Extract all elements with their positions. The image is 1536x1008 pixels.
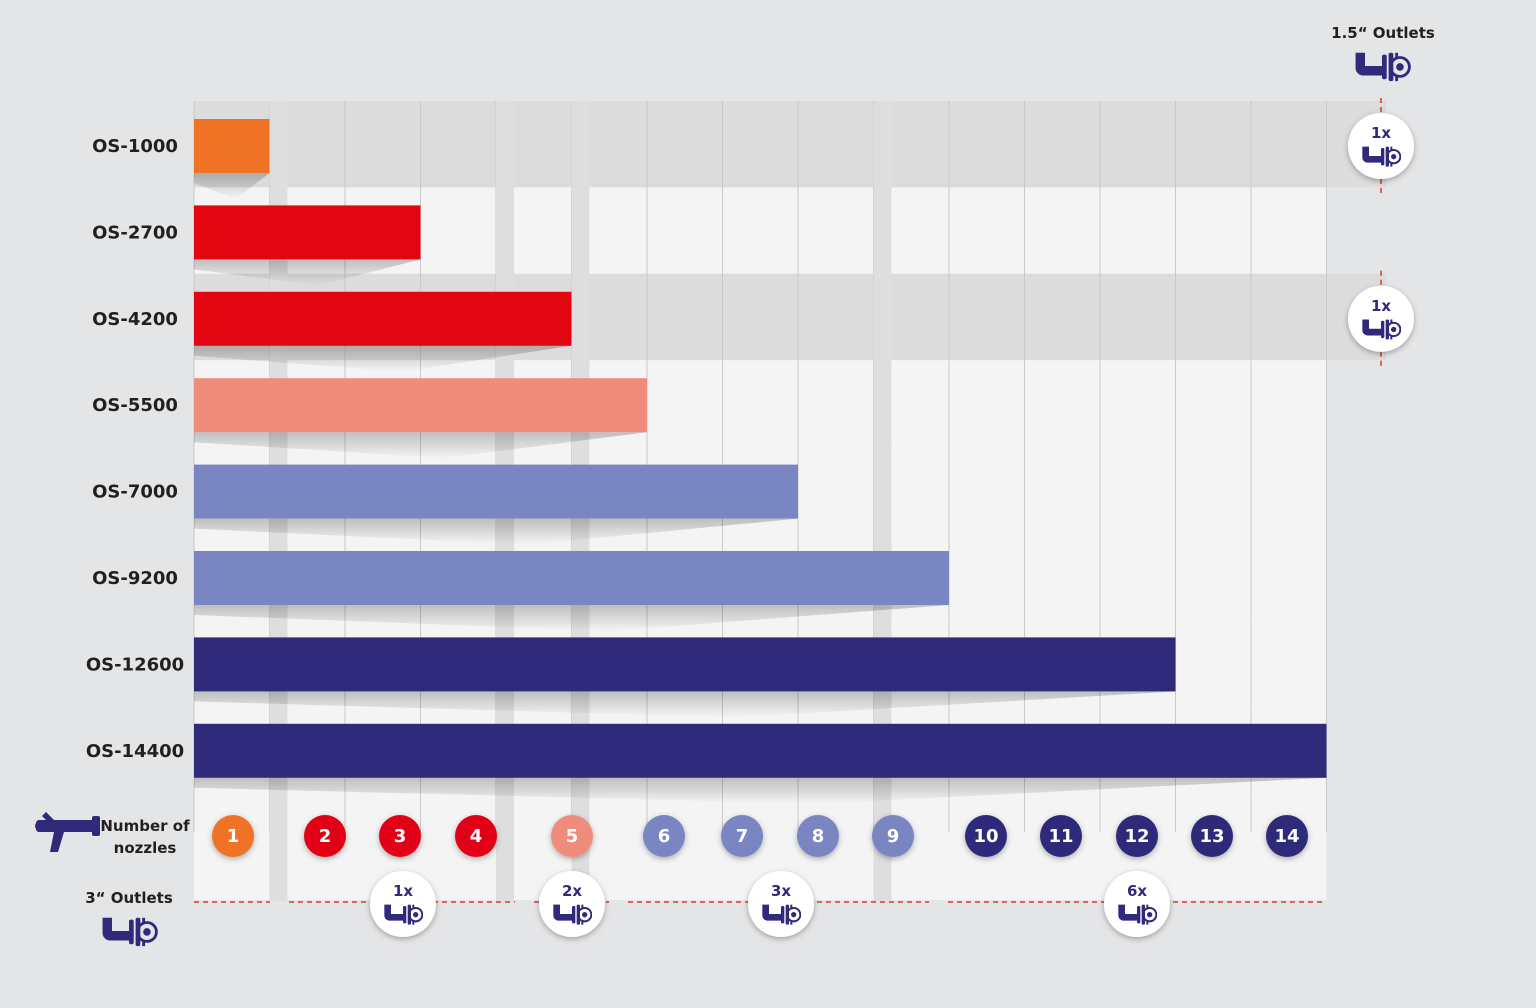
outlet-count-label: 1x (1371, 297, 1391, 315)
outlet-badge: 1x (1348, 113, 1414, 179)
nozzle-count-label: 9 (887, 826, 900, 847)
outlet-badge-circle (1348, 285, 1414, 352)
nozzle-count-label: 4 (470, 826, 483, 847)
outlet-count-label: 3x (771, 882, 791, 900)
outlets-3in-label: 3“ Outlets (85, 889, 173, 907)
bar-os-5500 (194, 378, 647, 433)
outlet-count-label: 1x (1371, 124, 1391, 142)
bar-os-14400 (194, 723, 1327, 778)
row-label: OS-9200 (92, 568, 178, 589)
nozzle-count-label: 3 (394, 826, 407, 847)
nozzle-axis: 1 2 3 4 5 6 7 8 9 10 11 12 13 14 (212, 815, 1308, 857)
bar-os-9200 (194, 551, 949, 605)
fire-nozzle-icon (35, 812, 100, 852)
outlet-badge: 1x (1348, 285, 1414, 352)
nozzle-count-circle (965, 815, 1007, 857)
outlet-count-label: 6x (1127, 882, 1147, 900)
nozzle-count-label: 8 (812, 826, 825, 847)
bar-os-12600 (194, 637, 1176, 692)
row-band (194, 101, 1386, 188)
bar-os-7000 (194, 464, 798, 519)
nozzle-count-label: 12 (1124, 826, 1149, 847)
nozzle-count-label: 11 (1048, 826, 1073, 847)
outlet-badge: 3x (748, 871, 814, 937)
bar-os-2700 (194, 205, 421, 260)
row-label: OS-4200 (92, 309, 178, 330)
hose-coupling-icon (101, 916, 158, 948)
bars (194, 119, 1327, 804)
bar-shadow (194, 173, 270, 199)
outlet-badge-circle (539, 871, 605, 937)
nozzle-count-circle (379, 815, 421, 857)
nozzle-count-label: 7 (736, 826, 749, 847)
hose-coupling-icon (1354, 51, 1411, 83)
bar-shadow (194, 518, 798, 545)
nozzle-axis-label-line1: Number of (100, 817, 190, 835)
nozzle-count-circle (872, 815, 914, 857)
bar-shadow (194, 432, 647, 459)
outlet-count-label: 2x (562, 882, 582, 900)
nozzle-count-circle (1266, 815, 1308, 857)
nozzle-count-label: 2 (319, 826, 332, 847)
outlet-badge-circle (748, 871, 814, 937)
outlet-count-label: 1x (393, 882, 413, 900)
outlet-badge: 2x (539, 871, 605, 937)
nozzle-count-circle (1116, 815, 1158, 857)
nozzle-axis-label-line2: nozzles (114, 839, 177, 857)
nozzle-count-label: 1 (227, 826, 240, 847)
nozzle-count-circle (1040, 815, 1082, 857)
outlet-badge: 1x (370, 871, 436, 937)
nozzle-count-circle (797, 815, 839, 857)
outlet-badge-circle (370, 871, 436, 937)
row-label: OS-5500 (92, 395, 178, 416)
outlet-badge: 6x (1104, 871, 1170, 937)
nozzle-count-circle (721, 815, 763, 857)
row-label: OS-12600 (86, 654, 184, 675)
bar-shadow (194, 691, 1176, 718)
nozzle-count-circle (304, 815, 346, 857)
nozzle-count-circle (212, 815, 254, 857)
bar-shadow (194, 259, 421, 286)
nozzle-count-label: 13 (1199, 826, 1224, 847)
row-labels: OS-1000 OS-2700 OS-4200 OS-5500 OS-7000 OS-92… (86, 136, 184, 762)
bar-shadow (194, 605, 949, 631)
outlets-1-5in: 1x 1x (1348, 98, 1414, 367)
nozzle-count-circle (551, 815, 593, 857)
nozzle-count-label: 6 (658, 826, 671, 847)
outlet-badge-circle (1104, 871, 1170, 937)
bar-shadow (194, 345, 572, 372)
bar-shadow (194, 777, 1327, 804)
bar-os-4200 (194, 291, 572, 346)
row-label: OS-14400 (86, 741, 184, 762)
outlets-3in: 1x 2x 3x 6x (194, 871, 1325, 937)
bar-os-1000 (194, 119, 270, 173)
nozzle-count-circle (1191, 815, 1233, 857)
nozzle-count-label: 5 (566, 826, 579, 847)
nozzle-count-label: 14 (1274, 826, 1299, 847)
row-label: OS-7000 (92, 482, 178, 503)
row-label: OS-1000 (92, 136, 178, 157)
outlet-badge-circle (1348, 113, 1414, 179)
outlets-1-5in-label: 1.5“ Outlets (1331, 24, 1435, 42)
nozzle-count-circle (455, 815, 497, 857)
nozzle-count-label: 10 (973, 826, 998, 847)
row-label: OS-2700 (92, 222, 178, 243)
nozzle-count-circle (643, 815, 685, 857)
